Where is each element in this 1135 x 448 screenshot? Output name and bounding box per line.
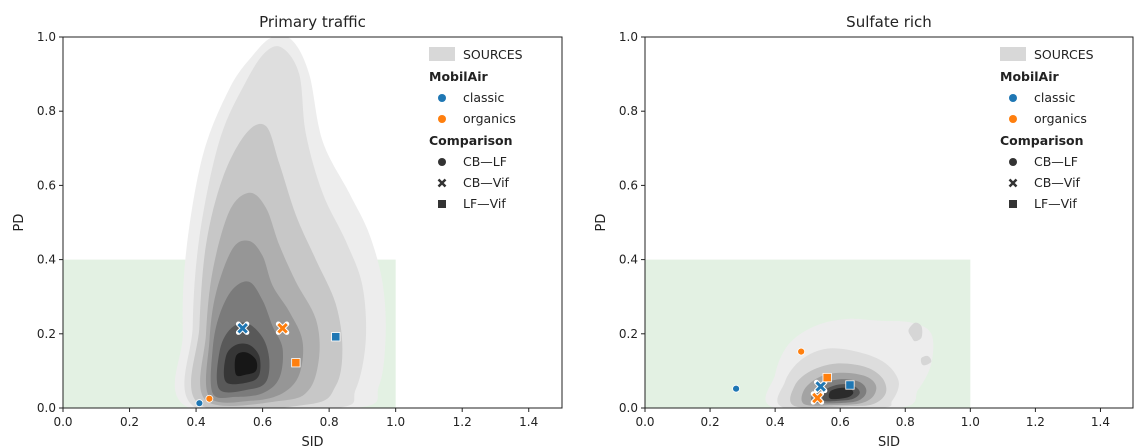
legend-organics-label: organics — [1034, 111, 1087, 126]
y-tick-label: 0.8 — [37, 104, 56, 118]
data-point-classic-x-stroke — [815, 381, 826, 392]
legend-classic-label: classic — [463, 90, 505, 105]
data-point-classic-square — [331, 332, 341, 342]
density-level-8 — [908, 322, 923, 342]
data-points — [732, 347, 855, 405]
legend-density-swatch — [1000, 47, 1026, 61]
legend-density-label: SOURCES — [1034, 47, 1094, 62]
legend-comparison-label: CB—LF — [463, 154, 507, 169]
y-tick-label: 0.8 — [619, 104, 638, 118]
data-point-organics-circle — [205, 394, 214, 403]
x-tick-label: 1.0 — [386, 415, 405, 429]
legend-classic-marker — [1009, 94, 1017, 102]
subplot-1: 0.0 0.2 0.4 0.6 0.8 1.0 1.2 1.4 0.0 0.2 0.4 0.6 0.8 1… — [12, 13, 563, 448]
x-tick-label: 0.2 — [701, 415, 720, 429]
data-point-organics-circle — [797, 347, 806, 356]
legend-circle-marker — [1009, 158, 1017, 166]
legend-x-marker — [437, 178, 447, 188]
legend-mobilair-title: MobilAir — [429, 69, 489, 84]
data-point-classic-circle — [732, 384, 740, 393]
density-level-9 — [920, 355, 932, 366]
legend-comparison-title: Comparison — [1000, 133, 1084, 148]
x-axis-label: SID — [878, 435, 900, 448]
y-tick-label: 1.0 — [37, 30, 56, 44]
x-tick-label: 0.6 — [831, 415, 850, 429]
x-tick-label: 0.4 — [766, 415, 785, 429]
x-tick-label: 1.4 — [519, 415, 538, 429]
legend-square-marker — [1009, 200, 1017, 208]
legend-organics-label: organics — [463, 111, 516, 126]
density-contours — [765, 318, 934, 408]
x-tick-label: 0.4 — [187, 415, 206, 429]
data-points — [195, 321, 341, 408]
plot-frame — [62, 36, 563, 409]
y-tick-label: 0.4 — [37, 253, 56, 267]
legend-density-label: SOURCES — [463, 47, 523, 62]
data-point-organics-x — [275, 321, 290, 335]
density-level-7 — [828, 387, 854, 400]
y-tick-label: 0.0 — [619, 401, 638, 415]
data-point-organics-square — [822, 372, 832, 383]
chart-title: Primary traffic — [259, 13, 366, 31]
data-point-organics-x-stroke — [277, 322, 288, 334]
y-tick-label: 0.2 — [37, 327, 56, 341]
legend-comparison-label: LF—Vif — [463, 196, 506, 211]
y-axis-label: PD — [12, 214, 27, 232]
data-point-classic-square — [845, 380, 855, 390]
density-level-9 — [234, 352, 258, 377]
legend-comparison-label: LF—Vif — [1034, 196, 1077, 211]
data-point-classic-x — [235, 321, 250, 335]
legend-classic-marker — [438, 94, 446, 102]
legend: SOURCES MobilAir classic organics Comparison… — [429, 47, 523, 211]
x-tick-label: 0.2 — [120, 415, 139, 429]
data-point-classic-circle — [195, 399, 204, 408]
legend-comparison-label: CB—Vif — [1034, 175, 1081, 190]
x-tick-label: 0.6 — [253, 415, 272, 429]
y-tick-label: 0.0 — [37, 401, 56, 415]
x-tick-label: 0.8 — [896, 415, 915, 429]
y-tick-label: 0.4 — [619, 253, 638, 267]
plot-frame — [644, 36, 1134, 409]
data-point-organics-x — [810, 391, 825, 405]
legend-square-marker — [438, 200, 446, 208]
legend-organics-marker — [1009, 115, 1017, 123]
y-axis-label: PD — [594, 214, 609, 232]
x-tick-label: 1.0 — [961, 415, 980, 429]
y-tick-label: 0.6 — [619, 178, 638, 192]
legend: SOURCES MobilAir classic organics Comparison… — [1000, 47, 1094, 211]
subplot-2: 0.0 0.2 0.4 0.6 0.8 1.0 1.2 1.4 0.0 0.2 0.4 0.6 0.8 1… — [594, 13, 1134, 448]
legend-x-marker — [1008, 178, 1018, 188]
x-tick-label: 0.0 — [635, 415, 654, 429]
x-tick-label: 1.2 — [453, 415, 472, 429]
legend-comparison-label: CB—LF — [1034, 154, 1078, 169]
legend-comparison-label: CB—Vif — [463, 175, 510, 190]
data-point-organics-square — [291, 358, 301, 368]
data-point-classic-x-stroke — [237, 322, 248, 334]
data-point-classic-x — [813, 379, 828, 394]
legend-classic-label: classic — [1034, 90, 1076, 105]
x-tick-label: 0.8 — [320, 415, 339, 429]
x-axis-label: SID — [301, 435, 323, 448]
y-tick-label: 1.0 — [619, 30, 638, 44]
y-tick-label: 0.2 — [619, 327, 638, 341]
density-contours — [174, 37, 386, 408]
chart-title: Sulfate rich — [846, 13, 932, 31]
legend-mobilair-title: MobilAir — [1000, 69, 1060, 84]
x-tick-label: 0.0 — [53, 415, 72, 429]
data-point-organics-x-stroke — [812, 392, 823, 404]
x-tick-label: 1.2 — [1026, 415, 1045, 429]
x-tick-label: 1.4 — [1091, 415, 1110, 429]
legend-comparison-title: Comparison — [429, 133, 513, 148]
y-tick-label: 0.6 — [37, 178, 56, 192]
legend-organics-marker — [438, 115, 446, 123]
legend-density-swatch — [429, 47, 455, 61]
legend-circle-marker — [438, 158, 446, 166]
